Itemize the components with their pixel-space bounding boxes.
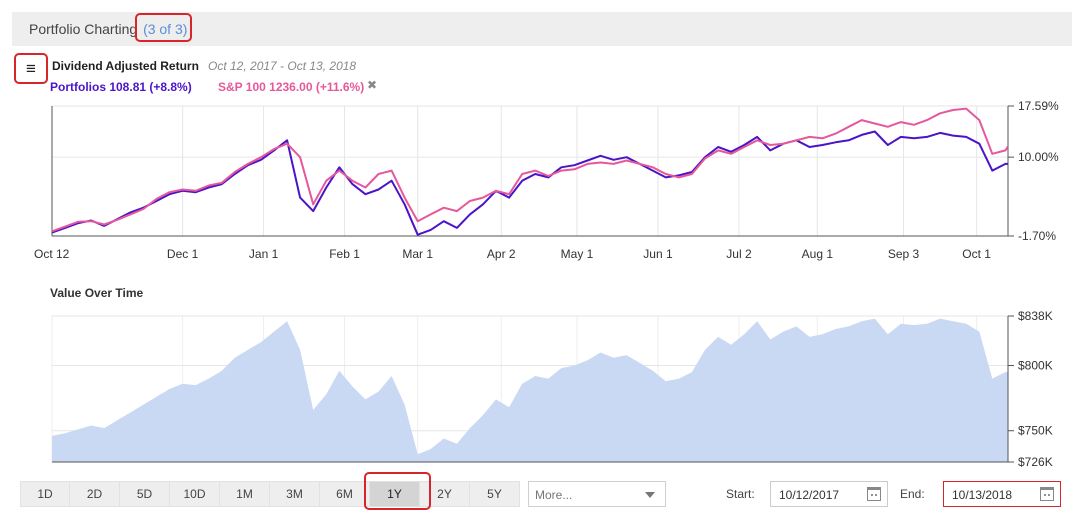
return-chart-date-range: Oct 12, 2017 - Oct 13, 2018 xyxy=(208,59,357,73)
chart-menu-button[interactable]: ≡ xyxy=(17,56,45,82)
highlight-menu xyxy=(14,53,48,84)
range-toolbar: 1D 2D 5D 10D 1M 3M 6M 1Y 2Y 5Y xyxy=(20,481,520,507)
x-tick-label: Oct 1 xyxy=(962,247,991,261)
range-button-1y[interactable]: 1Y xyxy=(370,481,420,507)
range-button-10d[interactable]: 10D xyxy=(170,481,220,507)
x-tick-label: Sep 3 xyxy=(888,247,920,261)
x-tick-label: Jan 1 xyxy=(249,247,279,261)
series-line-s-p-100 xyxy=(51,107,1009,233)
start-date-value: 10/12/2017 xyxy=(779,488,840,502)
range-button-2y[interactable]: 2Y xyxy=(420,481,470,507)
x-tick-label: Apr 2 xyxy=(487,247,516,261)
value-chart: $838K $800K $750K $726K xyxy=(51,309,1053,469)
remove-series-icon[interactable]: ✖ xyxy=(367,78,378,92)
end-date-input[interactable]: 10/13/2018 xyxy=(943,481,1061,507)
series-line-portfolios xyxy=(51,130,1008,236)
y-tick-label: $838K xyxy=(1018,309,1053,323)
range-button-1d[interactable]: 1D xyxy=(20,481,70,507)
x-tick-label: Mar 1 xyxy=(402,247,433,261)
y-tick-label: $800K xyxy=(1018,359,1053,373)
end-date-label: End: xyxy=(900,487,925,501)
y-tick-label: 10.00% xyxy=(1018,150,1059,164)
range-button-1m[interactable]: 1M xyxy=(220,481,270,507)
panel-title: Portfolio Charting (3 of 3) xyxy=(29,21,187,37)
range-button-6m[interactable]: 6M xyxy=(320,481,370,507)
more-ranges-select[interactable]: More... xyxy=(528,481,666,507)
value-area xyxy=(52,318,1008,462)
calendar-icon[interactable] xyxy=(867,487,881,501)
value-chart-title: Value Over Time xyxy=(50,286,144,300)
legend-sp100[interactable]: S&P 100 1236.00 (+11.6%) xyxy=(218,80,365,94)
start-date-input[interactable]: 10/12/2017 xyxy=(770,481,888,507)
y-tick-label: 17.59% xyxy=(1018,99,1059,113)
more-ranges-placeholder: More... xyxy=(535,488,573,502)
x-tick-label: Feb 1 xyxy=(329,247,360,261)
highlight-count xyxy=(135,13,192,42)
start-date-label: Start: xyxy=(726,487,755,501)
x-tick-label: Jun 1 xyxy=(643,247,673,261)
x-tick-label: Oct 12 xyxy=(34,247,70,261)
return-chart-title: Dividend Adjusted Return xyxy=(52,59,199,73)
x-tick-label: Jul 2 xyxy=(726,247,752,261)
range-button-5d[interactable]: 5D xyxy=(120,481,170,507)
hamburger-icon: ≡ xyxy=(26,59,36,78)
return-chart: Oct 12 Dec 1 Jan 1 Feb 1 Mar 1 Apr 2 May 1 Jun … xyxy=(34,99,1059,261)
range-button-2d[interactable]: 2D xyxy=(70,481,120,507)
highlight-1y xyxy=(364,472,431,510)
panel-title-text: Portfolio Charting xyxy=(29,21,138,37)
portfolio-count-link[interactable]: (3 of 3) xyxy=(143,21,188,37)
x-tick-label: Dec 1 xyxy=(167,247,199,261)
range-button-3m[interactable]: 3M xyxy=(270,481,320,507)
range-button-5y[interactable]: 5Y xyxy=(470,481,520,507)
y-tick-label: -1.70% xyxy=(1018,229,1056,243)
end-date-value: 10/13/2018 xyxy=(952,488,1013,502)
chevron-down-icon xyxy=(645,492,655,498)
x-tick-label: Aug 1 xyxy=(802,247,834,261)
legend-portfolios[interactable]: Portfolios 108.81 (+8.8%) xyxy=(50,80,192,94)
x-tick-label: May 1 xyxy=(561,247,594,261)
y-tick-label: $750K xyxy=(1018,424,1053,438)
calendar-icon[interactable] xyxy=(1040,487,1054,501)
y-tick-label: $726K xyxy=(1018,455,1053,469)
